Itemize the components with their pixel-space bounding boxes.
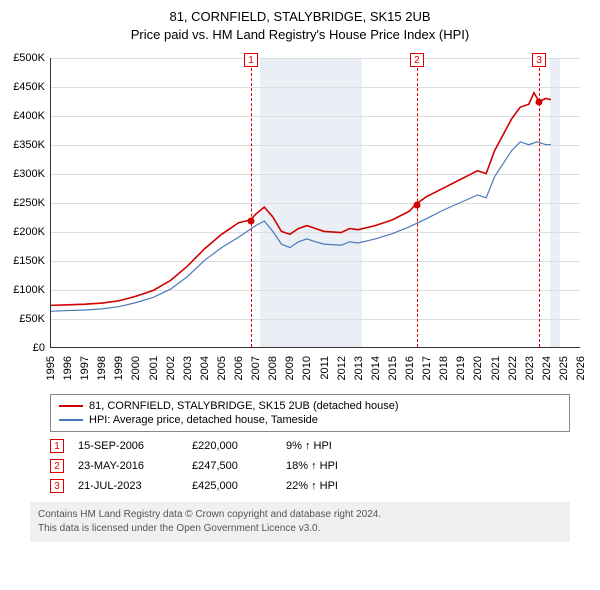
sales-delta: 9% ↑ HPI [286,440,396,452]
legend-label: HPI: Average price, detached house, Tame… [89,414,318,426]
legend-label: 81, CORNFIELD, STALYBRIDGE, SK15 2UB (de… [89,400,399,412]
y-axis-label: £350K [13,139,45,151]
sales-price: £220,000 [192,440,272,452]
title-subtitle: Price paid vs. HM Land Registry's House … [0,26,600,44]
y-axis-label: £450K [13,81,45,93]
x-axis-label: 2003 [182,356,194,380]
sales-date: 15-SEP-2006 [78,440,178,452]
x-axis-label: 2010 [301,356,313,380]
x-axis-label: 2009 [284,356,296,380]
x-axis-label: 2005 [216,356,228,380]
x-axis-label: 2001 [148,356,160,380]
x-axis-label: 2015 [387,356,399,380]
x-axis-label: 2016 [404,356,416,380]
x-axis-label: 1996 [62,356,74,380]
sales-delta: 18% ↑ HPI [286,460,396,472]
x-axis-label: 2012 [336,356,348,380]
sales-row: 2 23-MAY-2016 £247,500 18% ↑ HPI [50,456,570,476]
x-axis-label: 2008 [267,356,279,380]
chart-container: 81, CORNFIELD, STALYBRIDGE, SK15 2UB Pri… [0,0,600,542]
footer-line2: This data is licensed under the Open Gov… [38,522,562,536]
sales-date: 21-JUL-2023 [78,480,178,492]
x-axis-label: 2007 [250,356,262,380]
x-axis-label: 2006 [233,356,245,380]
x-axis-label: 2004 [199,356,211,380]
chart-lines [51,58,580,347]
y-axis-label: £50K [19,313,45,325]
x-axis-label: 2026 [575,356,587,380]
series-line [51,142,551,311]
marker-badge: 2 [410,53,424,67]
x-axis-label: 1998 [96,356,108,380]
footer-line1: Contains HM Land Registry data © Crown c… [38,508,562,522]
sales-price: £247,500 [192,460,272,472]
x-axis-label: 2020 [472,356,484,380]
x-axis-label: 2019 [455,356,467,380]
footer: Contains HM Land Registry data © Crown c… [30,502,570,542]
x-axis-label: 2002 [165,356,177,380]
y-axis-label: £250K [13,197,45,209]
legend-item: HPI: Average price, detached house, Tame… [59,413,561,427]
y-axis-label: £200K [13,226,45,238]
y-axis-label: £400K [13,110,45,122]
sales-row: 3 21-JUL-2023 £425,000 22% ↑ HPI [50,476,570,496]
sales-marker-badge: 3 [50,479,64,493]
title-block: 81, CORNFIELD, STALYBRIDGE, SK15 2UB Pri… [0,0,600,48]
marker-badge: 1 [244,53,258,67]
x-axis-label: 2021 [490,356,502,380]
x-axis-label: 2000 [130,356,142,380]
y-axis-label: £100K [13,284,45,296]
x-axis-label: 2024 [541,356,553,380]
sales-date: 23-MAY-2016 [78,460,178,472]
x-axis-label: 2023 [524,356,536,380]
marker-badge: 3 [532,53,546,67]
x-axis-label: 1999 [113,356,125,380]
sales-table: 1 15-SEP-2006 £220,000 9% ↑ HPI 2 23-MAY-2016… [50,436,570,496]
x-axis-label: 1997 [79,356,91,380]
x-axis-label: 2014 [370,356,382,380]
legend-swatch [59,405,83,407]
sales-row: 1 15-SEP-2006 £220,000 9% ↑ HPI [50,436,570,456]
sale-dot [413,201,420,208]
y-axis-label: £150K [13,255,45,267]
sale-dot [248,217,255,224]
x-axis-label: 2022 [507,356,519,380]
chart-area: 123 £0£50K£100K£150K£200K£250K£300K£350K… [0,48,600,388]
legend: 81, CORNFIELD, STALYBRIDGE, SK15 2UB (de… [50,394,570,432]
sales-delta: 22% ↑ HPI [286,480,396,492]
y-axis-label: £500K [13,52,45,64]
sales-marker-badge: 1 [50,439,64,453]
sale-dot [536,98,543,105]
y-axis-label: £0 [33,342,45,354]
x-axis-label: 2025 [558,356,570,380]
plot-region: 123 [50,58,580,348]
marker-line [251,58,252,347]
y-axis-label: £300K [13,168,45,180]
x-axis-label: 2018 [438,356,450,380]
x-axis-label: 2017 [421,356,433,380]
x-axis-label: 1995 [45,356,57,380]
sales-marker-badge: 2 [50,459,64,473]
legend-swatch [59,419,83,421]
sales-price: £425,000 [192,480,272,492]
x-axis-label: 2013 [353,356,365,380]
x-axis-label: 2011 [319,356,331,380]
legend-item: 81, CORNFIELD, STALYBRIDGE, SK15 2UB (de… [59,399,561,413]
title-address: 81, CORNFIELD, STALYBRIDGE, SK15 2UB [0,8,600,26]
series-line [51,93,551,306]
